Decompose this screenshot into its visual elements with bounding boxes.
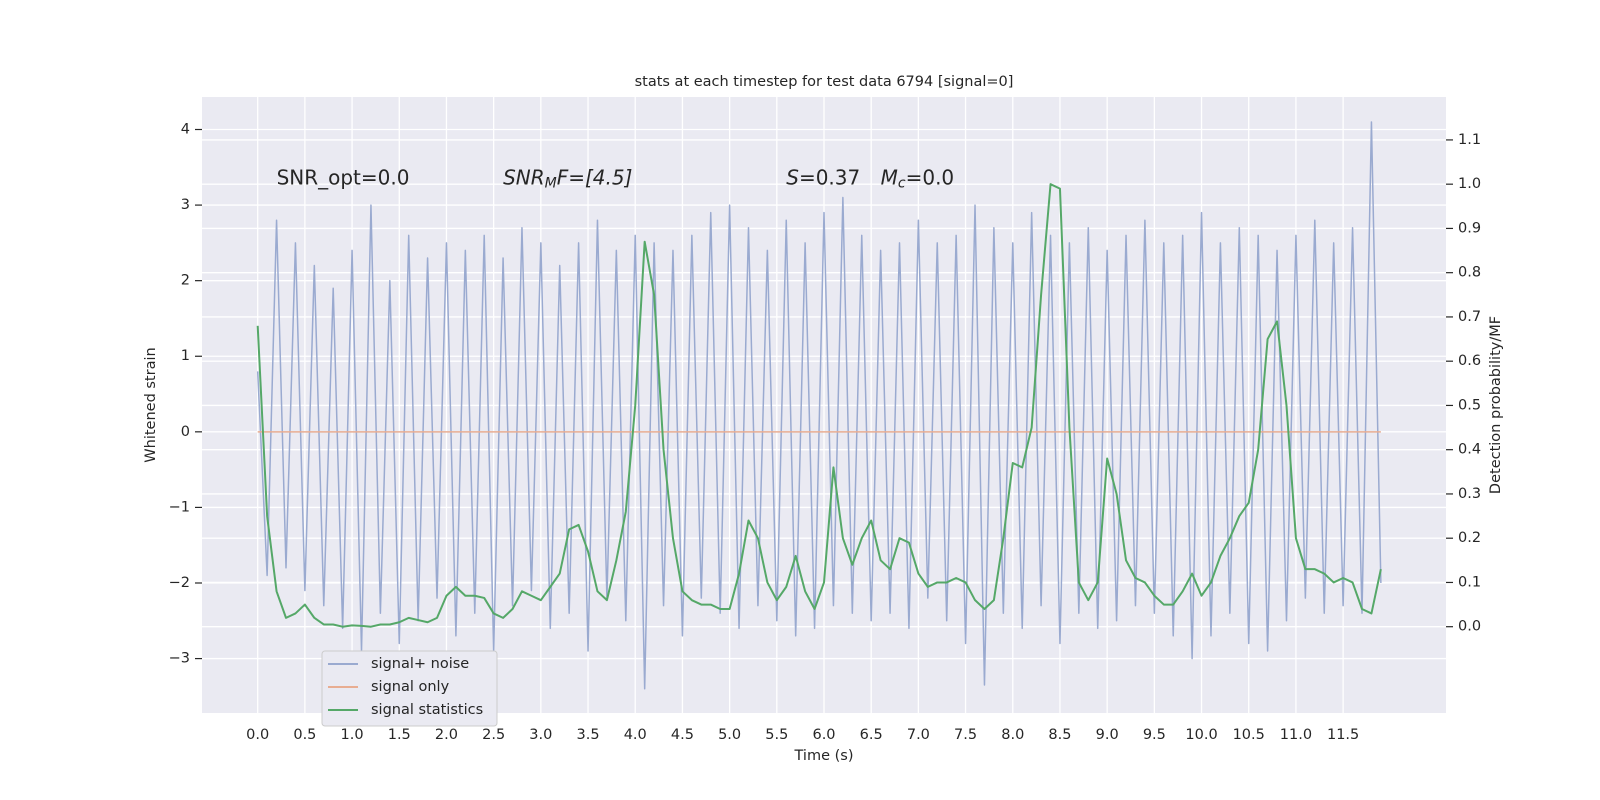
x-tick-label: 10.0 [1185,727,1217,743]
series-line [256,183,1382,628]
y-tick-label: −1 [169,499,190,515]
x-tick-label: 7.0 [907,727,930,743]
x-tick-label: 1.0 [341,727,364,743]
y2-tick-label: 0.4 [1458,442,1481,458]
y2-tick-label: 0.9 [1458,220,1481,236]
x-tick-label: 6.0 [812,727,835,743]
y-tick-label: 3 [181,197,190,213]
annotation-part: c [898,176,906,192]
legend-label: signal+ noise [371,656,469,672]
x-tick-label: 6.5 [860,727,883,743]
y2-tick-label: 1.1 [1458,132,1481,148]
y2-tick-label: 0.8 [1458,265,1481,281]
y2-tick-label: 0.3 [1458,486,1481,502]
x-tick-label: 2.0 [435,727,458,743]
y-tick-label: 4 [181,122,190,138]
legend-label: signal only [371,679,450,695]
y2-tick-label: 0.7 [1458,309,1481,325]
y-tick-label: −3 [169,651,190,667]
y-tick-label: 1 [181,348,190,364]
x-tick-label: 11.5 [1327,727,1359,743]
y2-tick-label: 0.5 [1458,397,1481,413]
x-tick-label: 3.5 [577,727,600,743]
y-tick-label: 2 [181,273,190,289]
annotation-part: M [545,176,557,192]
annotation-part: S [786,165,799,189]
x-tick-label: 9.5 [1143,727,1166,743]
x-tick-label: 4.0 [624,727,647,743]
x-tick-label: 0.5 [293,727,316,743]
annotation-part: =0.0 [906,165,955,189]
annotation: SNR_opt=0.0 [277,165,410,189]
y-tick-label: 0 [181,424,190,440]
legend-box [321,650,498,727]
annotation-part: =0.37 [799,165,860,189]
annotation-part: M [881,165,898,189]
y-tick-label: −2 [169,575,190,591]
x-tick-label: 8.5 [1048,727,1071,743]
x-tick-label: 11.0 [1280,727,1312,743]
x-tick-label: 2.5 [482,727,505,743]
y2-tick-label: 1.0 [1458,176,1481,192]
x-tick-label: 3.0 [529,727,552,743]
x-tick-label: 0.0 [246,727,269,743]
x-tick-label: 5.5 [765,727,788,743]
x-tick-label: 10.5 [1233,727,1265,743]
chart-title: stats at each timestep for test data 679… [635,74,1014,90]
y-axis-label: Whitened strain [143,347,159,462]
y2-tick-label: 0.0 [1458,619,1481,635]
y2-tick-label: 0.1 [1458,574,1481,590]
x-tick-label: 1.5 [388,727,411,743]
annotation: SNRMF=[4.5] [503,165,632,192]
y2-tick-label: 0.6 [1458,353,1481,369]
x-tick-label: 8.0 [1001,727,1024,743]
y2-axis-label: Detection probability/MF [1488,316,1504,494]
series-line [256,121,1382,690]
x-tick-label: 7.5 [954,727,977,743]
annotation: S=0.37 [786,165,860,189]
x-tick-label: 4.5 [671,727,694,743]
annotation-part: F=[4.5] [557,165,633,189]
annotation-part: SNR [503,165,545,189]
x-tick-label: 5.0 [718,727,741,743]
annotation-part: SNR_opt=0.0 [277,165,410,189]
x-tick-label: 9.0 [1096,727,1119,743]
annotation: Mc=0.0 [881,165,955,192]
x-axis-label: Time (s) [794,748,854,764]
legend-label: signal statistics [371,702,483,718]
y2-tick-label: 0.2 [1458,530,1481,546]
